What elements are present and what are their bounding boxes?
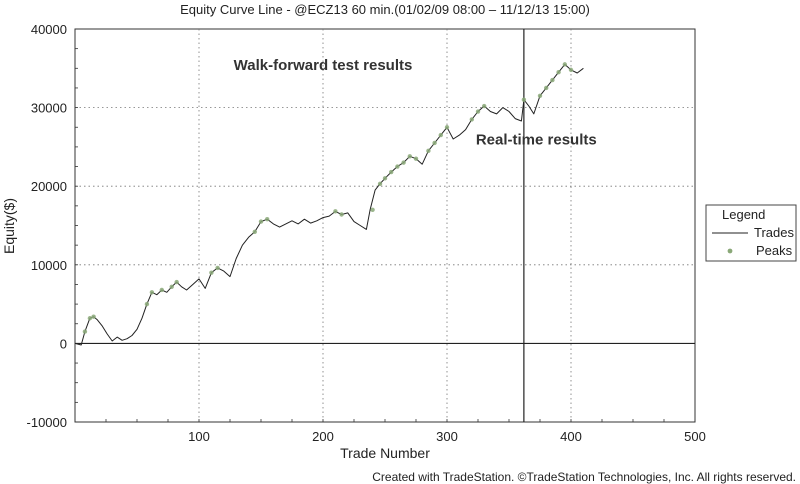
legend-title: Legend [722,207,765,222]
peak-point [562,62,567,67]
peak-point [475,109,481,114]
annotations: Walk-forward test results Real-time resul… [234,57,597,149]
peak-point [432,140,437,146]
legend-peaks-label: Peaks [756,243,793,258]
peak-point [87,316,93,321]
peak-point [537,93,543,99]
y-tick-label: 20000 [31,179,67,194]
peak-point [377,181,383,187]
legend-peaks-swatch [727,248,733,254]
annotation-text: Walk-forward test results [234,57,413,74]
peak-point [550,77,555,83]
x-tick-label: 300 [436,429,458,444]
peak-point [568,67,574,73]
peak-point [209,270,214,275]
peak-point [149,290,155,295]
peak-point [169,284,174,290]
x-tick-label: 100 [188,429,210,444]
trades-line [74,63,584,346]
peak-point [395,164,400,169]
peak-point [401,160,406,165]
peak-point [469,117,474,122]
peak-point [413,156,419,161]
legend: Legend Trades Peaks [705,204,797,262]
peak-point [91,314,96,319]
peak-point [438,132,443,138]
peak-point [556,70,561,75]
peak-point [482,103,487,109]
plot-area [74,28,696,423]
peak-point [407,154,412,159]
y-tick-label: 10000 [31,258,67,273]
peaks-group [82,62,574,334]
y-tick-label: 0 [60,336,67,351]
footer-text: Created with TradeStation. ©TradeStation… [372,470,796,484]
series-group [74,63,584,346]
x-tick-label: 200 [312,429,334,444]
x-axis-label: Trade Number [340,445,430,461]
chart-title: Equity Curve Line - @ECZ13 60 min.(01/02… [180,2,590,17]
y-tick-label: 30000 [31,101,67,116]
peak-point [215,265,220,271]
peak-point [544,85,549,91]
y-axis-label: Equity($) [1,198,17,254]
annotation-text: Real-time results [476,132,597,149]
peak-point [382,176,388,181]
y-tick-label: -10000 [27,415,67,430]
peak-point [174,279,179,285]
peak-point [389,169,394,175]
peak-point [144,301,150,307]
peak-point [370,207,375,212]
x-tick-label: 400 [560,429,582,444]
peak-point [426,148,431,154]
peak-point [339,212,344,217]
peak-point [333,209,338,214]
peak-point [521,97,527,102]
y-tick-label: 40000 [31,22,67,37]
peak-point [252,229,257,234]
x-tick-label: 500 [684,429,706,444]
peak-point [82,329,88,334]
peak-point [265,217,270,222]
axis-ticks: 100 200 300 400 500 -10000 0 10000 20000 30000 400… [27,22,706,444]
legend-trades-label: Trades [754,225,794,240]
peak-point [159,287,164,293]
peak-point [258,219,264,224]
peak-point [444,125,450,130]
